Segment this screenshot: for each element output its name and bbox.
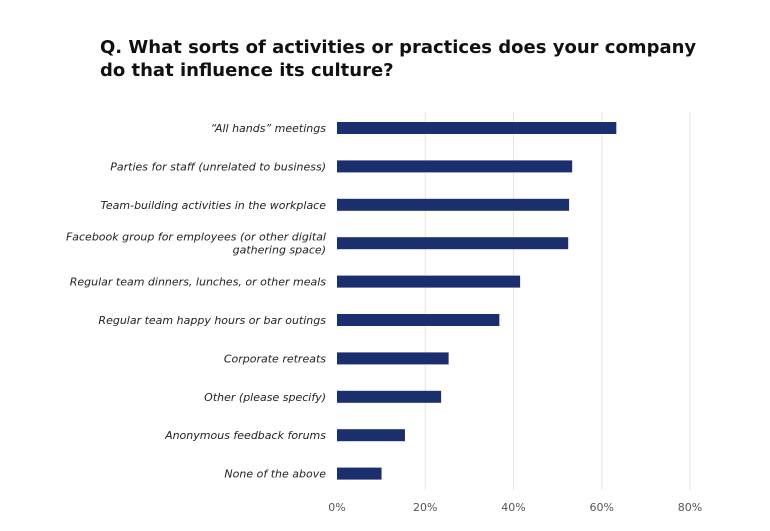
bar [337, 160, 573, 173]
category-label-line: “All hands” meetings [211, 122, 327, 135]
bar [337, 314, 500, 326]
category-label: “All hands” meetings [211, 122, 327, 135]
grid-lines [424, 112, 691, 490]
category-label: Team-building activities in the workplac… [101, 199, 327, 212]
category-label-line: Team-building activities in the workplac… [101, 199, 327, 212]
bar [337, 429, 405, 442]
category-label-line: Parties for staff (unrelated to business… [110, 160, 326, 173]
category-label-line: gathering space) [233, 244, 326, 257]
category-label: Regular team happy hours or bar outings [98, 314, 326, 327]
category-label-line: Facebook group for employees (or other d… [66, 231, 326, 244]
bar [337, 237, 569, 250]
bar [337, 352, 449, 365]
category-label: Facebook group for employees (or other d… [66, 231, 326, 257]
x-tick-labels: 0% 20% 40% 60% 80% [328, 501, 702, 514]
chart-title: Q. What sorts of activities or practices… [100, 37, 697, 81]
category-label-line: Regular team dinners, lunches, or other … [70, 276, 327, 289]
category-label: None of the above [224, 468, 326, 481]
bar [337, 198, 570, 211]
category-label: Anonymous feedback forums [164, 429, 326, 442]
category-label-line: Anonymous feedback forums [164, 429, 326, 442]
category-label: Other (please specify) [204, 391, 326, 404]
category-label-line: Corporate retreats [224, 352, 326, 365]
category-label: Parties for staff (unrelated to business… [110, 160, 326, 173]
bars [337, 122, 617, 480]
bar [337, 467, 382, 480]
category-label: Regular team dinners, lunches, or other … [70, 276, 327, 289]
x-tick-label: 80% [678, 501, 702, 514]
x-tick-label: 60% [590, 501, 614, 514]
x-tick-label: 40% [501, 501, 525, 514]
category-label: Corporate retreats [224, 352, 326, 365]
category-label-line: None of the above [224, 468, 326, 481]
bar [337, 275, 521, 288]
category-label-line: Regular team happy hours or bar outings [98, 314, 326, 327]
bar [337, 390, 442, 403]
x-tick-label: 20% [413, 501, 437, 514]
category-label-line: Other (please specify) [204, 391, 326, 404]
x-tick-label: 0% [328, 501, 345, 514]
bar [337, 122, 617, 134]
category-labels: “All hands” meetings Parties for staff (u… [66, 122, 326, 481]
